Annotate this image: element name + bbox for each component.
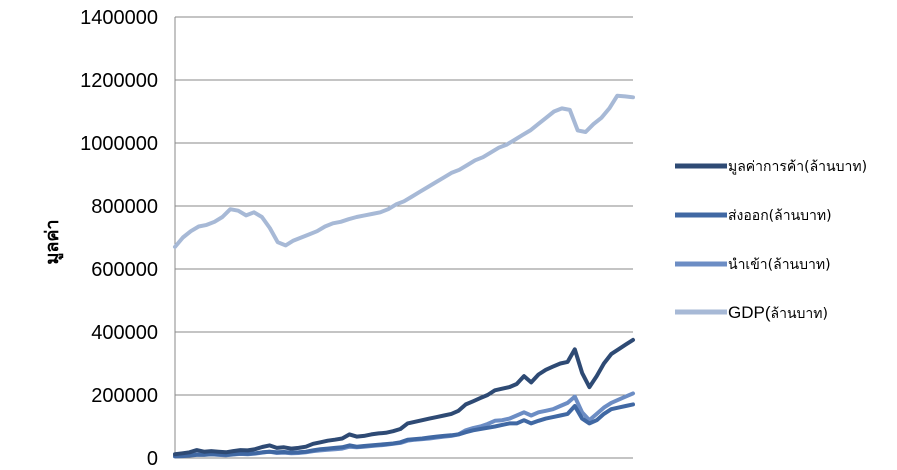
y-tick-label: 1200000 bbox=[80, 70, 158, 92]
y-tick-label: 1000000 bbox=[80, 133, 158, 155]
y-tick-label: 1400000 bbox=[80, 7, 158, 29]
gridlines bbox=[175, 16, 633, 396]
y-tick-label: 600000 bbox=[91, 259, 158, 281]
y-tick-label: 0 bbox=[147, 448, 158, 470]
legend-label-gdp: GDP(ล้านบาท) bbox=[728, 303, 828, 322]
legend-label-trade-value: มูลค่าการค้า(ล้านบาท) bbox=[728, 159, 867, 175]
legend-label-import: นำเข้า(ล้านบาท) bbox=[728, 257, 831, 273]
legend-item-gdp: GDP(ล้านบาท) bbox=[675, 303, 828, 322]
legend-item-trade-value: มูลค่าการค้า(ล้านบาท) bbox=[675, 159, 867, 175]
y-tick-label: 200000 bbox=[91, 385, 158, 407]
legend: มูลค่าการค้า(ล้านบาท) ส่งออก(ล้านบาท) นำ… bbox=[675, 159, 867, 322]
legend-label-gdp-suffix: ล้านบาท) bbox=[771, 306, 828, 322]
series-lines bbox=[173, 93, 635, 459]
legend-label-export: ส่งออก(ล้านบาท) bbox=[728, 208, 832, 224]
series-line-trade-value bbox=[173, 337, 635, 457]
y-tick-label: 800000 bbox=[91, 196, 158, 218]
legend-label-gdp-prefix: GDP( bbox=[728, 303, 771, 322]
y-axis-label: มูลค่า bbox=[42, 219, 64, 264]
legend-item-import: นำเข้า(ล้านบาท) bbox=[675, 257, 831, 273]
y-axis-ticks: 0 200000 400000 600000 800000 1000000 1200000 1… bbox=[80, 7, 158, 470]
legend-item-export: ส่งออก(ล้านบาท) bbox=[675, 208, 832, 224]
series-line-export bbox=[173, 402, 635, 459]
series-line-gdp bbox=[173, 93, 635, 249]
y-tick-label: 400000 bbox=[91, 322, 158, 344]
